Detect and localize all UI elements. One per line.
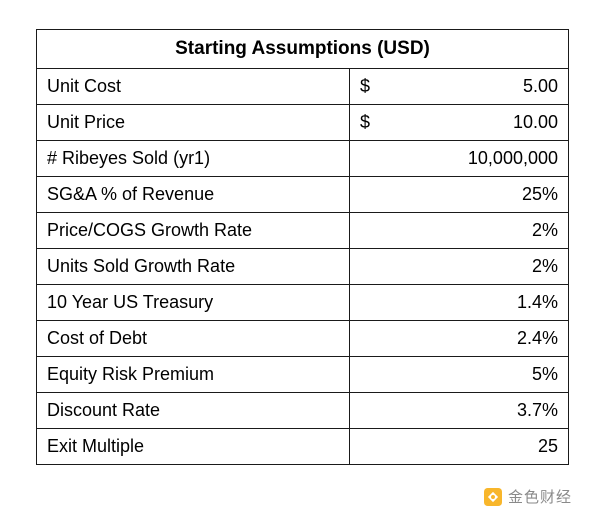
row-number: 25%: [521, 184, 558, 204]
assumptions-table: Starting Assumptions (USD) Unit Cost $ 5…: [36, 29, 569, 465]
watermark-text: 金色财经: [507, 489, 572, 506]
row-label: Exit Multiple: [36, 428, 350, 465]
row-value: 2%: [349, 248, 569, 285]
table-row: Cost of Debt 2.4%: [36, 320, 569, 357]
table-row: Exit Multiple 25: [36, 428, 569, 465]
row-number: 2%: [531, 220, 558, 240]
row-value: 2%: [349, 212, 569, 249]
row-number: 5.00: [522, 76, 558, 96]
row-number: 5%: [531, 364, 558, 384]
jinse-finance-logo-icon: [483, 487, 502, 506]
row-label: Discount Rate: [36, 392, 350, 429]
assumptions-table-container: Starting Assumptions (USD) Unit Cost $ 5…: [36, 29, 569, 465]
row-value: 10,000,000: [349, 140, 569, 177]
row-label: Equity Risk Premium: [36, 356, 350, 393]
row-label: Units Sold Growth Rate: [36, 248, 350, 285]
row-label: Cost of Debt: [36, 320, 350, 357]
row-label: Unit Price: [36, 104, 350, 141]
table-row: Discount Rate 3.7%: [36, 392, 569, 429]
row-number: 1.4%: [516, 292, 558, 312]
row-number: 2.4%: [516, 328, 558, 348]
row-number: 25: [537, 436, 558, 456]
row-number: 3.7%: [516, 400, 558, 420]
row-value: 1.4%: [349, 284, 569, 321]
row-value: $ 5.00: [349, 68, 569, 105]
row-label: 10 Year US Treasury: [36, 284, 350, 321]
currency-symbol: $: [360, 76, 371, 96]
row-label: # Ribeyes Sold (yr1): [36, 140, 350, 177]
watermark: 金色财经: [483, 486, 572, 507]
table-row: Units Sold Growth Rate 2%: [36, 248, 569, 285]
row-label: Price/COGS Growth Rate: [36, 212, 350, 249]
table-title: Starting Assumptions (USD): [36, 29, 569, 69]
row-value: 5%: [349, 356, 569, 393]
row-value: 3.7%: [349, 392, 569, 429]
table-row: SG&A % of Revenue 25%: [36, 176, 569, 213]
table-row: Unit Price $ 10.00: [36, 104, 569, 141]
row-number: 10.00: [512, 112, 558, 132]
row-value: 25%: [349, 176, 569, 213]
row-number: 10,000,000: [467, 148, 558, 168]
row-label: Unit Cost: [36, 68, 350, 105]
row-label: SG&A % of Revenue: [36, 176, 350, 213]
row-value: $ 10.00: [349, 104, 569, 141]
table-row: Price/COGS Growth Rate 2%: [36, 212, 569, 249]
table-header-row: Starting Assumptions (USD): [36, 29, 569, 69]
table-row: # Ribeyes Sold (yr1) 10,000,000: [36, 140, 569, 177]
row-number: 2%: [531, 256, 558, 276]
table-row: Equity Risk Premium 5%: [36, 356, 569, 393]
table-row: Unit Cost $ 5.00: [36, 68, 569, 105]
row-value: 25: [349, 428, 569, 465]
table-row: 10 Year US Treasury 1.4%: [36, 284, 569, 321]
row-value: 2.4%: [349, 320, 569, 357]
currency-symbol: $: [360, 112, 371, 132]
